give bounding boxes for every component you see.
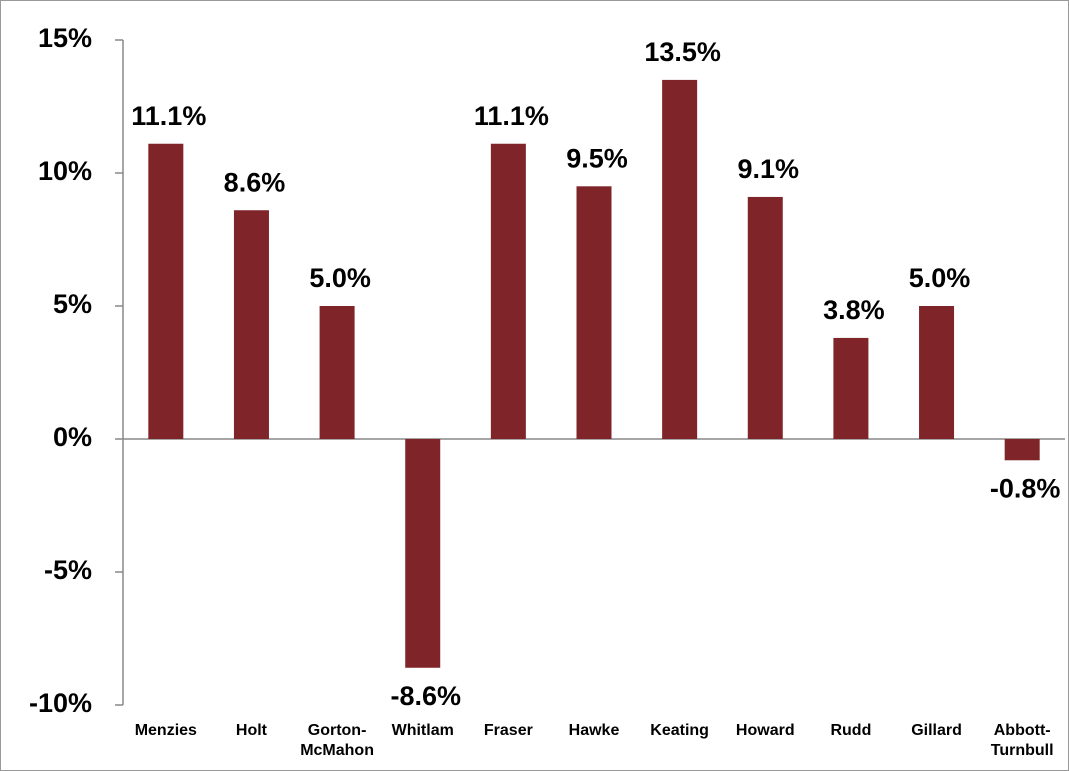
data-label: 9.1%: [737, 154, 799, 184]
x-tick-label: Abbott-Turnbull: [990, 722, 1054, 759]
bar: [405, 439, 441, 668]
data-label: 5.0%: [909, 263, 971, 293]
bar: [233, 210, 269, 439]
data-label: 11.1%: [474, 101, 549, 131]
y-tick-label: -5%: [44, 555, 92, 585]
data-label: 9.5%: [566, 143, 628, 173]
data-label: -0.8%: [990, 473, 1061, 503]
bar: [919, 306, 955, 439]
data-label: -8.6%: [390, 681, 461, 711]
x-tick-label: Holt: [235, 722, 267, 739]
x-tick-label: Whitlam: [391, 722, 454, 739]
x-tick-label: Gillard: [911, 722, 962, 739]
bar: [833, 337, 869, 439]
y-tick-label: 15%: [38, 23, 92, 53]
x-tick-label: Menzies: [134, 722, 197, 739]
x-tick-label: Rudd: [830, 722, 872, 739]
bar: [662, 79, 698, 440]
data-label: 11.1%: [131, 101, 206, 131]
x-tick-label: Fraser: [483, 722, 533, 739]
data-label: 8.6%: [224, 167, 286, 197]
bar: [490, 143, 526, 440]
y-tick-label: 10%: [38, 156, 92, 186]
x-tick-label: Howard: [735, 722, 795, 739]
data-label: 3.8%: [823, 295, 885, 325]
y-tick-label: 0%: [53, 422, 92, 452]
y-tick-label: -10%: [29, 688, 92, 718]
x-tick-label: Gorton-McMahon: [300, 722, 374, 759]
y-tick-label: 5%: [53, 289, 92, 319]
bar: [1004, 439, 1040, 461]
bar: [576, 186, 612, 439]
data-label: 5.0%: [309, 263, 371, 293]
x-tick-label: Hawke: [568, 722, 620, 739]
bar: [319, 306, 355, 439]
bar: [148, 143, 184, 440]
x-tick-label: Keating: [650, 722, 709, 739]
bar: [747, 196, 783, 439]
data-label: 13.5%: [644, 37, 721, 67]
